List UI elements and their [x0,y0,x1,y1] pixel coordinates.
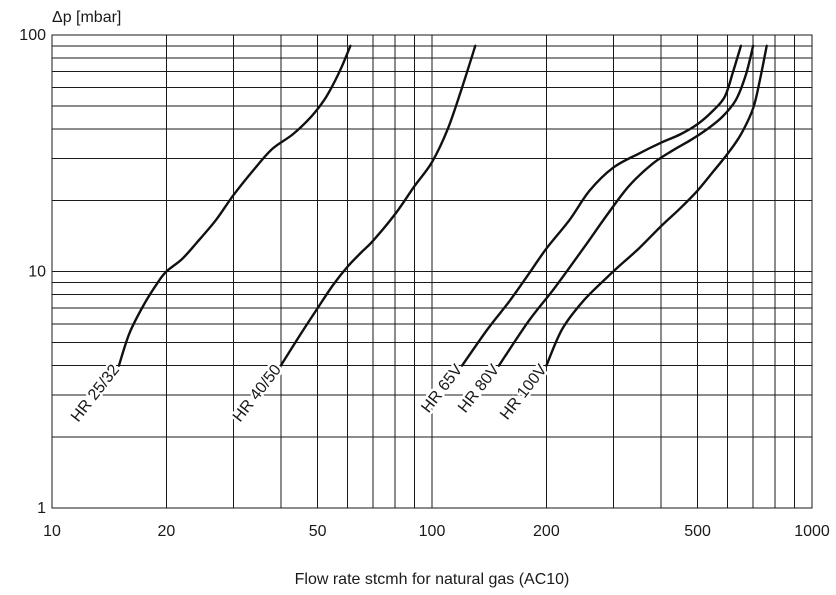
y-tick-labels: 1 10 100 [19,27,46,517]
y-axis-label: Δp [mbar] [52,9,121,26]
series-label-hr-100v: HR 100V [497,361,551,423]
x-tick-label: 500 [684,523,711,540]
series-line-hr-100v [545,44,768,367]
y-tick-label: 10 [28,264,46,281]
series-curves [117,44,768,367]
x-tick-label: 10 [43,523,61,540]
series-label-hr-25-32: HR 25/32 [68,362,123,426]
x-tick-label: 20 [157,523,175,540]
series-label-hr-40-50: HR 40/50 [230,362,285,426]
series-line-hr-40-50 [279,44,477,367]
x-tick-label: 100 [419,523,446,540]
plot-frame [51,34,813,509]
x-axis-label: Flow rate stcmh for natural gas (AC10) [295,571,570,588]
y-tick-label: 100 [19,27,46,44]
series-line-hr-65v [460,44,743,367]
x-tick-label: 1000 [794,523,830,540]
series-line-hr-80v [497,44,755,367]
y-tick-label: 1 [37,500,46,517]
grid-lines [51,34,813,509]
x-tick-label: 200 [533,523,560,540]
series-line-hr-25-32 [117,44,352,367]
x-tick-labels: 10 20 50 100 200 500 1000 [43,523,830,540]
x-tick-label: 50 [309,523,327,540]
